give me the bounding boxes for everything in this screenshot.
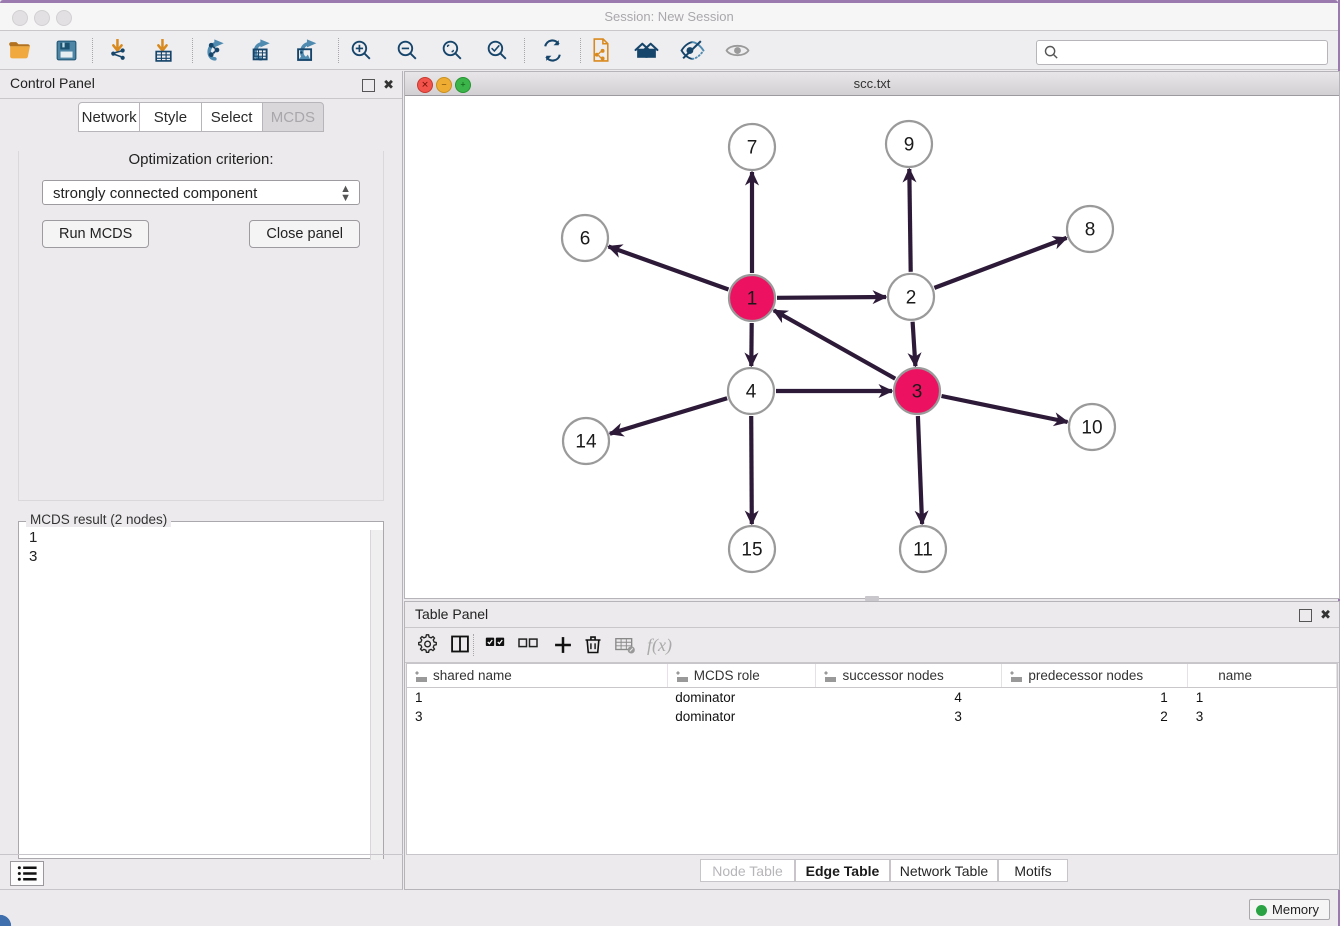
- svg-text:9: 9: [904, 135, 915, 156]
- svg-text:15: 15: [741, 540, 762, 561]
- svg-text:11: 11: [913, 540, 933, 561]
- svg-text:6: 6: [580, 229, 591, 250]
- svg-text:2: 2: [906, 288, 917, 309]
- svg-text:1: 1: [747, 289, 758, 310]
- svg-text:4: 4: [746, 382, 757, 403]
- svg-text:3: 3: [912, 382, 923, 403]
- svg-text:10: 10: [1081, 418, 1102, 439]
- svg-text:14: 14: [575, 432, 597, 453]
- svg-text:7: 7: [747, 138, 758, 159]
- svg-text:8: 8: [1085, 220, 1096, 241]
